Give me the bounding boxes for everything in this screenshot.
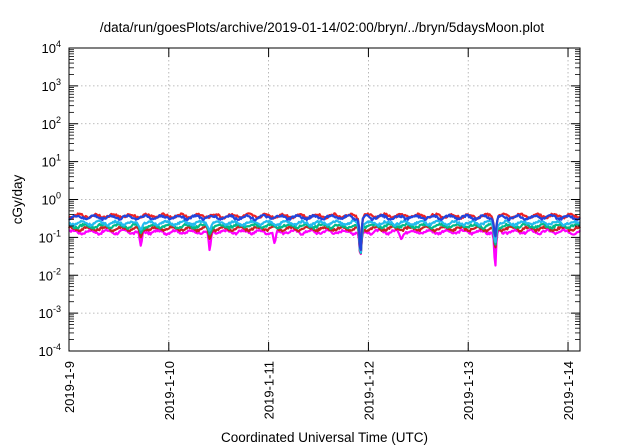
y-tick-label: 10-1 xyxy=(39,228,61,245)
y-tick-label: 102 xyxy=(42,115,61,132)
x-tick-label: 2019-1-9 xyxy=(62,361,77,413)
x-tick-label: 2019-1-14 xyxy=(561,361,576,420)
y-tick-label: 10-3 xyxy=(39,304,61,321)
series-line xyxy=(68,219,581,254)
series-layer xyxy=(68,212,581,267)
x-axis-label: Coordinated Universal Time (UTC) xyxy=(221,430,428,445)
series-line xyxy=(68,228,581,267)
x-tick-label: 2019-1-12 xyxy=(361,361,376,420)
y-tick-label: 10-4 xyxy=(39,342,61,359)
y-tick-label: 101 xyxy=(42,153,61,170)
series-line xyxy=(68,225,581,255)
y-tick-label: 104 xyxy=(42,39,61,56)
x-tick-label: 2019-1-11 xyxy=(262,361,277,419)
x-tick-label: 2019-1-10 xyxy=(162,361,177,420)
series-line xyxy=(68,213,581,251)
x-tick-labels: 2019-1-9 2019-1-10 2019-1-11 2019-1-12 2019-… xyxy=(62,361,576,420)
grid xyxy=(68,48,580,351)
y-tick-label: 100 xyxy=(42,191,61,208)
ticks xyxy=(68,47,580,352)
x-tick-label: 2019-1-13 xyxy=(461,361,476,420)
chart-title: /data/run/goesPlots/archive/2019-01-14/0… xyxy=(100,20,545,35)
y-tick-labels: 10-4 10-3 10-2 10-1 100 101 102 103 104 xyxy=(39,39,61,359)
y-tick-label: 103 xyxy=(42,77,61,94)
y-axis-label: cGy/day xyxy=(10,174,25,224)
y-tick-label: 10-2 xyxy=(39,266,61,283)
